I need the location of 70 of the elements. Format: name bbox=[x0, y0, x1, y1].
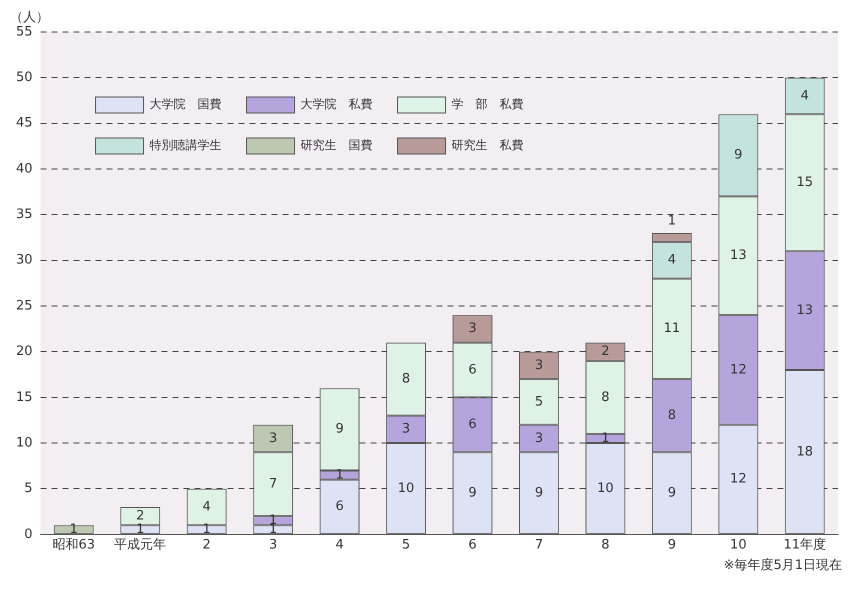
data-label: 4 bbox=[800, 88, 809, 104]
legend-label: 特別聴講学生 bbox=[150, 138, 222, 152]
x-tick-label: 3 bbox=[268, 538, 278, 553]
y-tick-label: 30 bbox=[16, 252, 33, 268]
x-tick-label: 11年度 bbox=[784, 536, 826, 553]
data-label: 10 bbox=[597, 480, 614, 496]
data-label: 9 bbox=[668, 485, 676, 500]
data-label: 6 bbox=[468, 362, 477, 378]
y-tick-label: 0 bbox=[24, 526, 33, 542]
x-tick-label: 4 bbox=[335, 538, 344, 553]
data-label: 3 bbox=[268, 430, 278, 446]
y-tick-label: 15 bbox=[16, 390, 33, 405]
legend-label: 研究生 国費 bbox=[300, 138, 373, 152]
data-label: 6 bbox=[468, 417, 477, 432]
data-label: 1 bbox=[136, 522, 144, 537]
data-label: 18 bbox=[796, 444, 814, 460]
y-tick-label: 50 bbox=[16, 70, 33, 86]
data-label: 6 bbox=[335, 499, 344, 514]
data-label: 13 bbox=[796, 302, 814, 318]
data-label: 2 bbox=[601, 344, 610, 360]
x-tick-label: 2 bbox=[202, 538, 211, 553]
data-label: 7 bbox=[268, 476, 278, 492]
x-tick-label: 5 bbox=[402, 538, 410, 553]
legend-label: 研究生 私費 bbox=[452, 138, 524, 152]
data-label: 12 bbox=[730, 472, 747, 487]
data-label: 8 bbox=[402, 371, 410, 386]
data-label: 1 bbox=[335, 467, 344, 482]
data-label: 13 bbox=[730, 248, 747, 264]
data-label: 11 bbox=[664, 321, 680, 336]
y-tick-label: 10 bbox=[16, 435, 33, 450]
data-label: 12 bbox=[730, 362, 747, 378]
y-tick-label: 35 bbox=[16, 207, 33, 222]
y-tick-label: 40 bbox=[16, 161, 33, 176]
legend-label: 大学院 国費 bbox=[150, 97, 222, 112]
data-label: 9 bbox=[734, 148, 742, 163]
data-label: 10 bbox=[398, 480, 414, 496]
x-tick-label: 昭和63 bbox=[52, 538, 96, 553]
data-label: 15 bbox=[796, 175, 814, 190]
data-label: 1 bbox=[70, 522, 78, 537]
y-tick-label: 55 bbox=[16, 24, 33, 40]
legend-label: 大学院 私費 bbox=[300, 97, 373, 112]
data-label: 1 bbox=[601, 430, 610, 446]
y-tick-label: 5 bbox=[24, 481, 33, 496]
y-tick-label: 45 bbox=[16, 116, 33, 131]
y-axis-title: （人） bbox=[10, 9, 49, 26]
x-tick-label: 8 bbox=[601, 538, 610, 553]
y-tick-label: 25 bbox=[16, 298, 33, 314]
text: ※毎年度5月1日現在 bbox=[722, 557, 842, 574]
data-label: 1 bbox=[668, 213, 676, 228]
data-label: 9 bbox=[534, 485, 544, 500]
x-tick-label: 9 bbox=[668, 538, 676, 553]
data-label: 2 bbox=[136, 508, 144, 524]
data-label: 5 bbox=[534, 394, 544, 410]
x-tick-label: 10 bbox=[730, 538, 747, 553]
data-label: 9 bbox=[468, 485, 477, 500]
data-label: 4 bbox=[668, 252, 676, 268]
y-tick-label: 20 bbox=[16, 344, 33, 360]
x-tick-label: 6 bbox=[468, 538, 477, 553]
data-label: 1 bbox=[202, 522, 211, 537]
x-tick-label: 平成元年 bbox=[114, 538, 166, 553]
data-label: 3 bbox=[468, 321, 477, 336]
data-label: 9 bbox=[335, 422, 344, 437]
data-label: 3 bbox=[534, 430, 544, 446]
legend-label: 学 部 私費 bbox=[452, 97, 524, 112]
data-label: 3 bbox=[534, 358, 544, 373]
data-label: 4 bbox=[202, 499, 211, 514]
x-tick-label: 7 bbox=[534, 538, 544, 553]
data-label: 8 bbox=[668, 408, 676, 424]
data-label: 3 bbox=[402, 422, 410, 437]
data-label: 8 bbox=[601, 390, 610, 405]
